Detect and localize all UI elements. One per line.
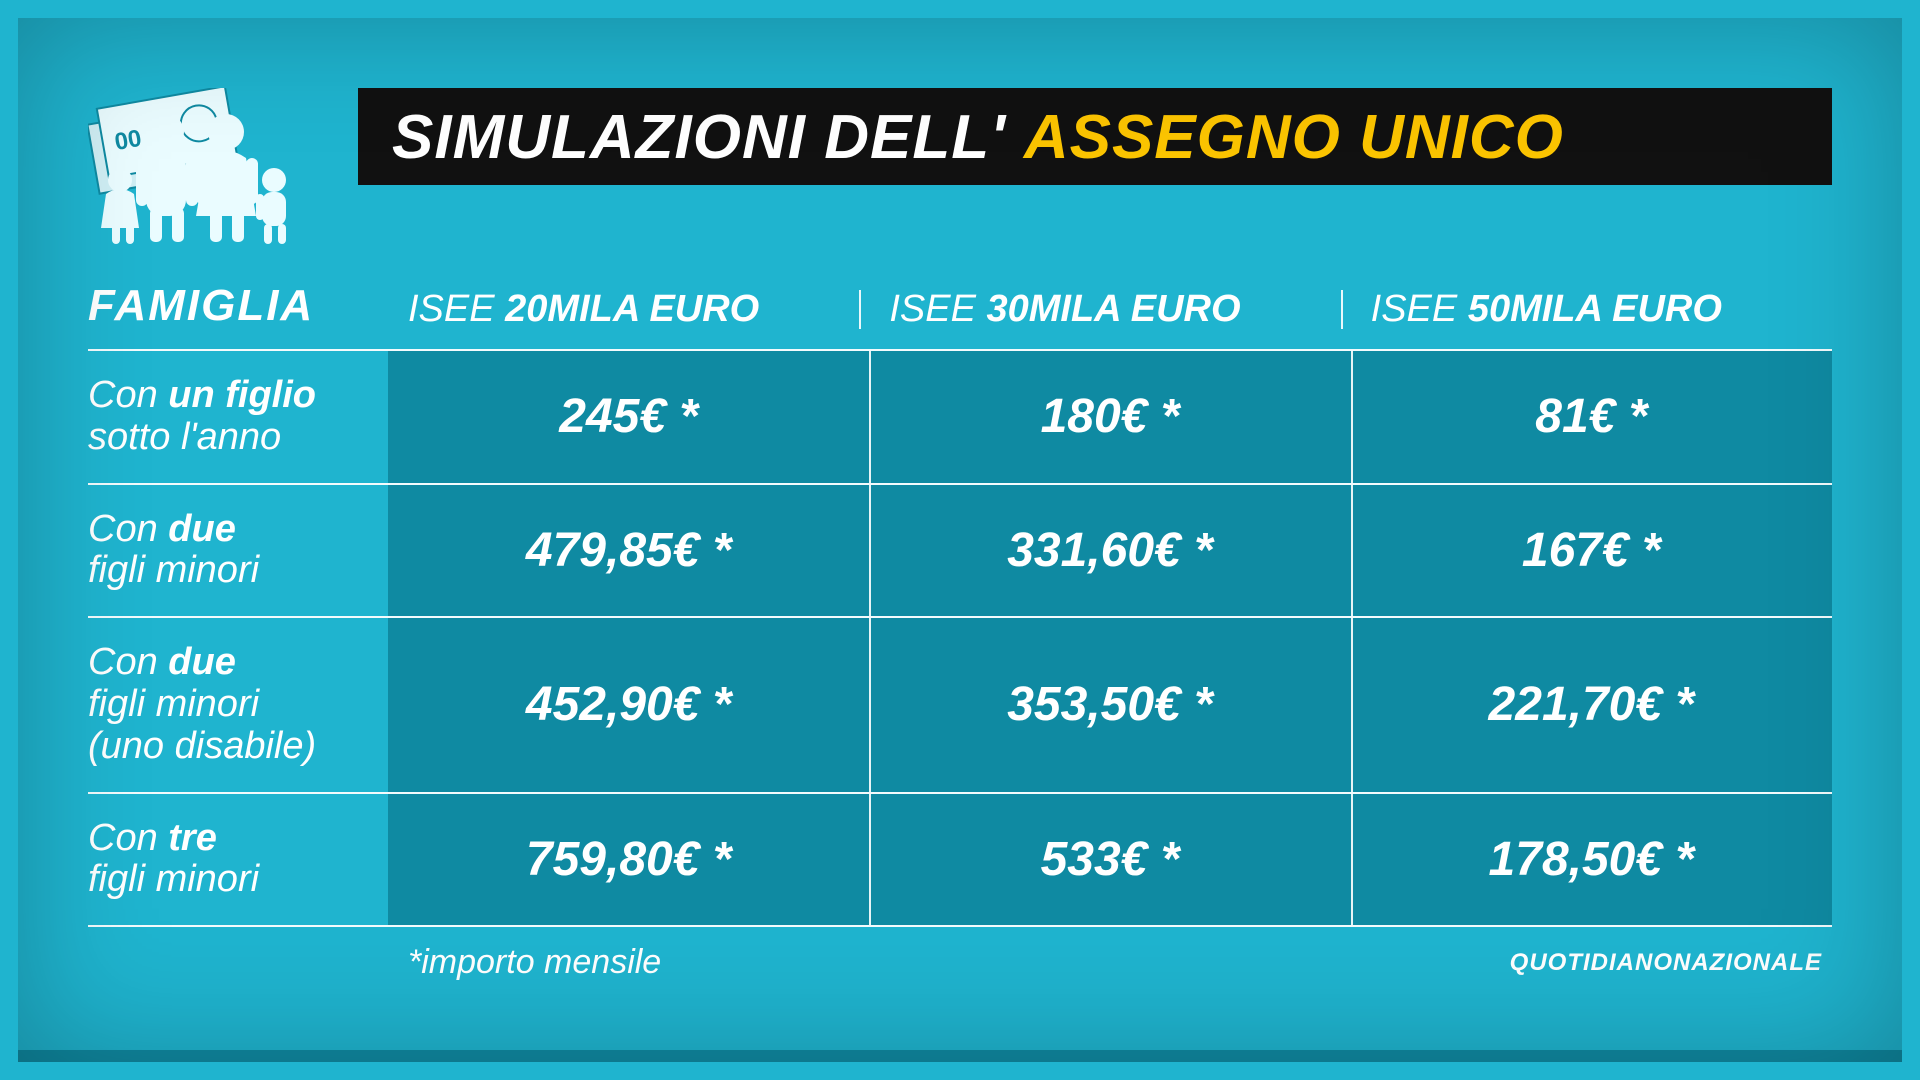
value-cell: 331,60€ *	[869, 485, 1350, 617]
value-cell: 452,90€ *	[388, 618, 869, 791]
value-cell: 353,50€ *	[869, 618, 1350, 791]
title-part-a: SIMULAZIONI DELL'	[392, 102, 1006, 173]
value-cell: 533€ *	[869, 794, 1350, 926]
value-cell: 479,85€ *	[388, 485, 869, 617]
left-header: FAMIGLIA	[88, 281, 388, 331]
table-row: Con duefigli minori479,85€ *331,60€ *167…	[88, 485, 1832, 619]
value-cell: 221,70€ *	[1351, 618, 1832, 791]
family-euro-icon: 00	[88, 88, 298, 253]
value-cell: 167€ *	[1351, 485, 1832, 617]
svg-text:00: 00	[113, 125, 144, 156]
brand-label: QUOTIDIANONAZIONALE	[1510, 949, 1822, 977]
table-row: Con duefigli minori(uno disabile)452,90€…	[88, 618, 1832, 793]
table-row: Con trefigli minori759,80€ *533€ *178,50…	[88, 794, 1832, 928]
title-banner: SIMULAZIONI DELL' ASSEGNO UNICO	[358, 88, 1832, 185]
data-table: Con un figliosotto l'anno245€ *180€ *81€…	[88, 349, 1832, 927]
column-header: ISEE 20MILA EURO	[388, 288, 869, 331]
row-label: Con duefigli minori	[88, 485, 388, 617]
row-label: Con un figliosotto l'anno	[88, 351, 388, 483]
footnote: *importo mensile	[408, 943, 661, 982]
value-cell: 180€ *	[869, 351, 1350, 483]
row-label: Con trefigli minori	[88, 794, 388, 926]
title-part-b: ASSEGNO UNICO	[1024, 102, 1564, 173]
value-cell: 245€ *	[388, 351, 869, 483]
value-cell: 81€ *	[1351, 351, 1832, 483]
table-row: Con un figliosotto l'anno245€ *180€ *81€…	[88, 351, 1832, 485]
row-label: Con duefigli minori(uno disabile)	[88, 618, 388, 791]
value-cell: 178,50€ *	[1351, 794, 1832, 926]
value-cell: 759,80€ *	[388, 794, 869, 926]
column-header: ISEE 30MILA EURO	[869, 288, 1350, 331]
column-header: ISEE 50MILA EURO	[1351, 288, 1832, 331]
